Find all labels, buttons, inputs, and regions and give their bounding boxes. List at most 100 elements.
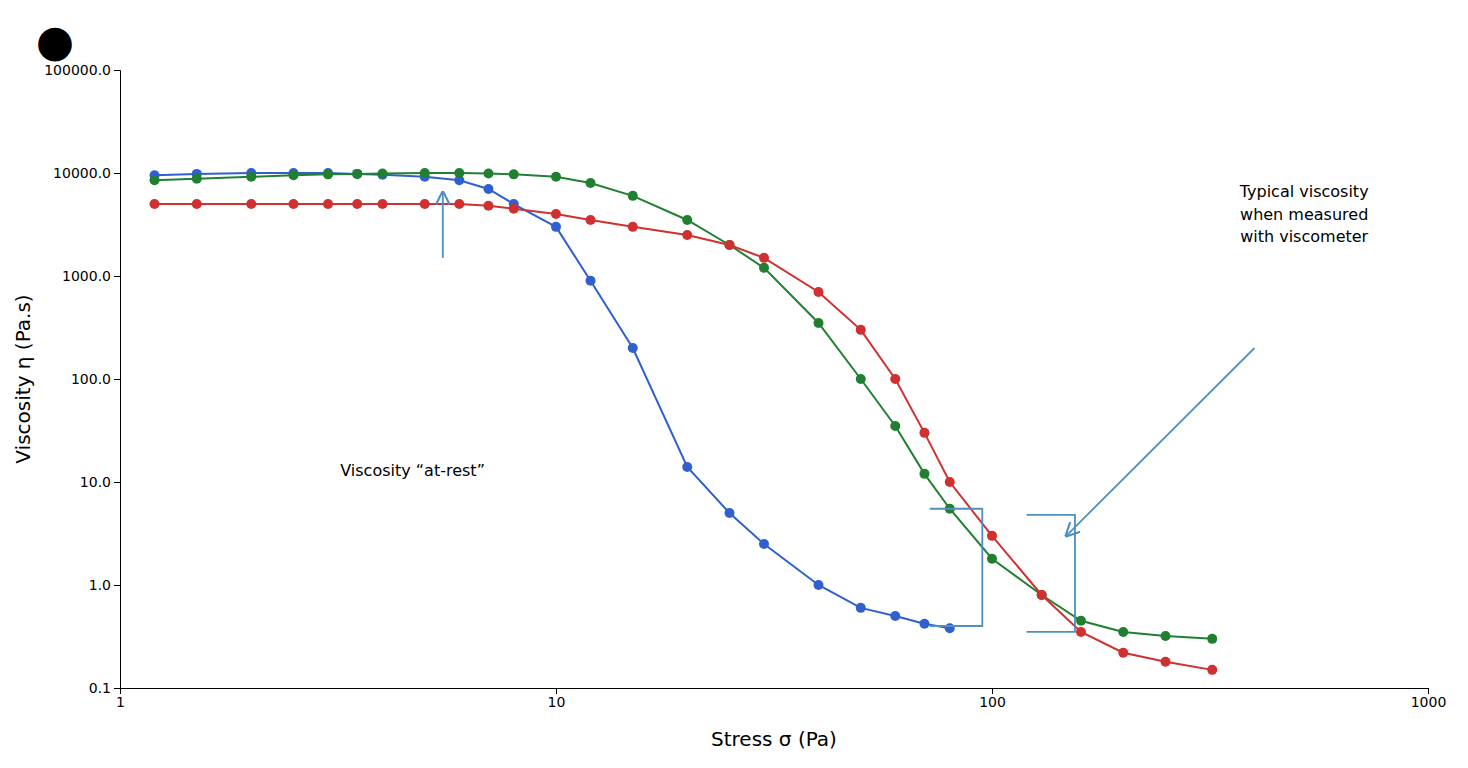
series-marker xyxy=(420,199,430,209)
chart-svg: 1 10 100 10000.1 1.0 10.0 100.0 1000.0 10000.0 10… xyxy=(0,0,1468,768)
series-marker xyxy=(289,170,299,180)
series-marker xyxy=(890,374,900,384)
series-line xyxy=(155,173,950,628)
x-axis: 1 10 100 1000 xyxy=(116,688,1446,710)
series-marker xyxy=(945,477,955,487)
series xyxy=(150,168,955,633)
annotation-text-line: when measured xyxy=(1240,205,1368,224)
annotation-text: Typical viscositywhen measuredwith visco… xyxy=(1239,182,1369,246)
series-marker xyxy=(352,169,362,179)
series-marker xyxy=(377,199,387,209)
series-marker xyxy=(919,619,929,629)
series-marker xyxy=(246,199,256,209)
y-tick-label: 1000.0 xyxy=(62,268,111,284)
chart-container: 1 10 100 10000.1 1.0 10.0 100.0 1000.0 10000.0 10… xyxy=(0,0,1468,768)
series-marker xyxy=(586,276,596,286)
y-axis: 0.11.010.0100.01000.010000.0100000.0 xyxy=(44,62,120,696)
series-marker xyxy=(682,215,692,225)
y-tick: 1.0 xyxy=(89,577,120,593)
x-tick-label: 10 xyxy=(548,694,566,710)
series-marker xyxy=(454,168,464,178)
series-marker xyxy=(586,215,596,225)
series-marker xyxy=(919,469,929,479)
series-marker xyxy=(1076,627,1086,637)
y-tick: 10.0 xyxy=(80,474,120,490)
series-marker xyxy=(323,199,333,209)
series-marker xyxy=(289,199,299,209)
y-tick-mark xyxy=(114,688,120,689)
y-tick-mark xyxy=(114,276,120,277)
annotation-bracket xyxy=(930,509,982,626)
annotation-arrow xyxy=(442,192,444,258)
y-tick-label: 10.0 xyxy=(80,474,111,490)
series-marker xyxy=(628,191,638,201)
annotation-text: Viscosity “at-rest” xyxy=(340,461,485,480)
series-marker xyxy=(945,623,955,633)
series-marker xyxy=(725,240,735,250)
x-tick: 10 xyxy=(548,688,566,710)
series-marker xyxy=(1207,665,1217,675)
x-tick-label: 100 xyxy=(979,694,1006,710)
series-marker xyxy=(987,554,997,564)
series-marker xyxy=(890,421,900,431)
y-tick-mark xyxy=(114,379,120,380)
series-line xyxy=(155,173,1213,639)
series-marker xyxy=(813,580,823,590)
series-marker xyxy=(352,169,362,179)
series-marker xyxy=(919,428,929,438)
series-marker xyxy=(483,184,493,194)
x-axis-title: Stress σ (Pa) xyxy=(711,727,837,751)
series-marker xyxy=(551,209,561,219)
series xyxy=(150,168,1218,644)
series-marker xyxy=(987,531,997,541)
series-marker xyxy=(1161,631,1171,641)
series-marker xyxy=(377,168,387,178)
series-marker xyxy=(682,230,692,240)
series-marker xyxy=(192,199,202,209)
y-tick-label: 1.0 xyxy=(89,577,111,593)
annotation-arrow xyxy=(1066,348,1254,536)
series xyxy=(150,199,1218,675)
plot-area xyxy=(150,168,1218,675)
series-marker xyxy=(682,462,692,472)
y-tick: 0.1 xyxy=(89,680,120,696)
x-tick: 100 xyxy=(979,688,1006,710)
series-marker xyxy=(551,172,561,182)
series-marker xyxy=(509,169,519,179)
y-tick-mark xyxy=(114,585,120,586)
series-marker xyxy=(1037,590,1047,600)
y-axis-title: Viscosity η (Pa.s) xyxy=(11,294,35,463)
series-marker xyxy=(150,175,160,185)
series-marker xyxy=(759,263,769,273)
series-marker xyxy=(759,253,769,263)
series-marker xyxy=(628,343,638,353)
y-tick-label: 100.0 xyxy=(71,371,111,387)
series-marker xyxy=(246,172,256,182)
x-tick-label: 1000 xyxy=(1411,694,1447,710)
series-marker xyxy=(1207,634,1217,644)
series-marker xyxy=(586,178,596,188)
series-marker xyxy=(856,603,866,613)
y-tick-mark xyxy=(114,70,120,71)
series-marker xyxy=(725,508,735,518)
series-marker xyxy=(628,222,638,232)
y-tick-label: 10000.0 xyxy=(53,165,111,181)
series-line xyxy=(155,204,1213,670)
annotation-text-line: Typical viscosity xyxy=(1239,182,1369,201)
series-marker xyxy=(1118,648,1128,658)
series-marker xyxy=(454,199,464,209)
y-tick: 100.0 xyxy=(71,371,120,387)
series-marker xyxy=(150,199,160,209)
series-marker xyxy=(813,318,823,328)
y-tick-mark xyxy=(114,482,120,483)
x-tick-label: 1 xyxy=(116,694,125,710)
series-marker xyxy=(192,174,202,184)
series-marker xyxy=(890,611,900,621)
y-tick-mark xyxy=(114,173,120,174)
series-marker xyxy=(813,287,823,297)
series-marker xyxy=(323,169,333,179)
series-marker xyxy=(856,374,866,384)
series-marker xyxy=(1161,657,1171,667)
series-marker xyxy=(352,199,362,209)
x-tick: 1000 xyxy=(1411,688,1447,710)
